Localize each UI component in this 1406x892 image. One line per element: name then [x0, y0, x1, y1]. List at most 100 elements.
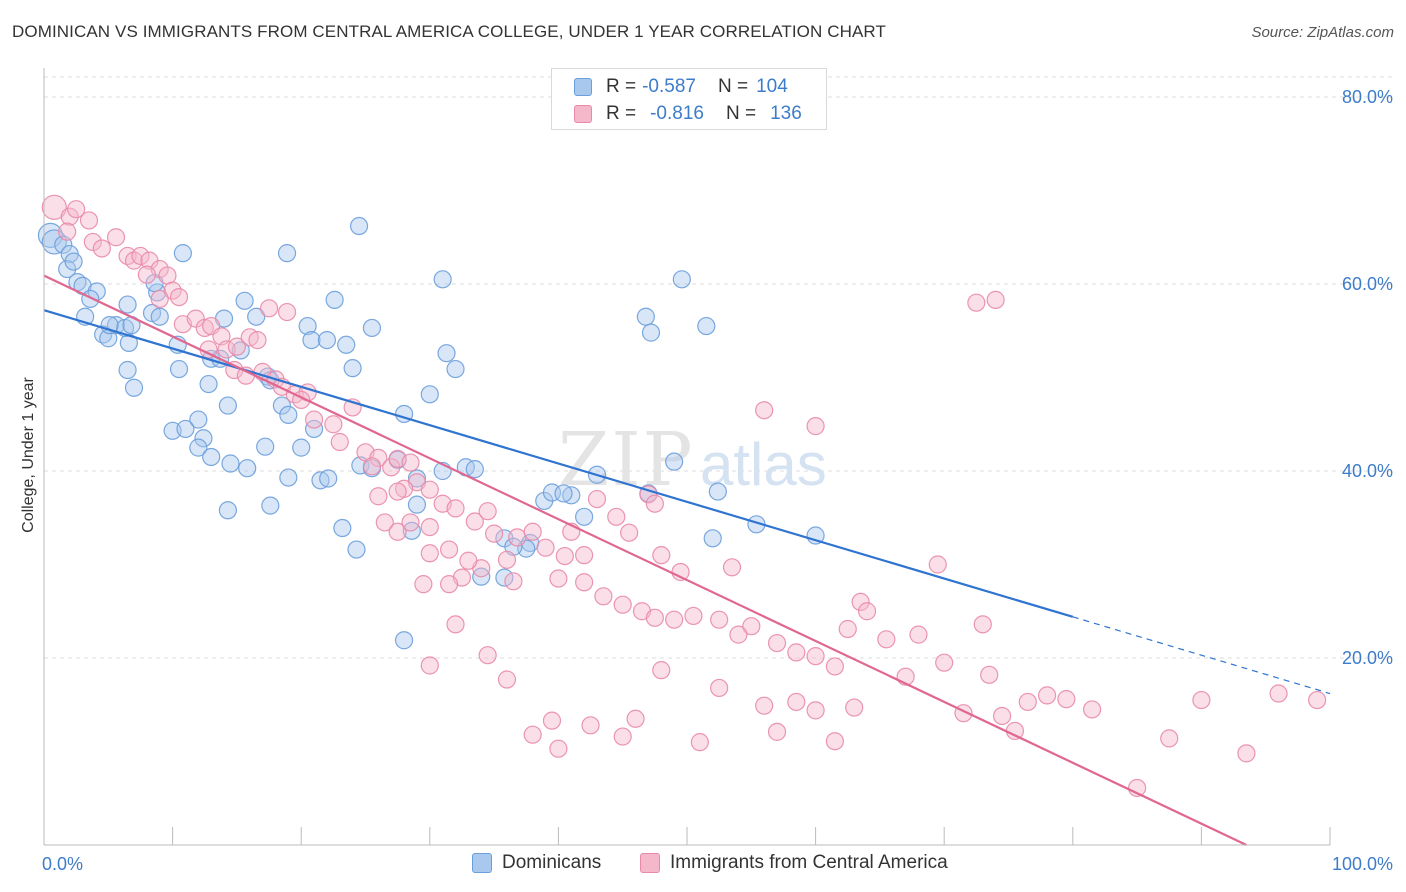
dominicans-point	[256, 437, 275, 456]
central-america-point	[137, 265, 156, 284]
legend-swatch-central-america	[640, 853, 660, 873]
legend-swatch-pink	[574, 105, 592, 123]
central-america-point	[690, 733, 709, 752]
central-america-point	[375, 513, 394, 532]
dominicans-point	[343, 359, 362, 378]
central-america-point	[1037, 686, 1057, 705]
central-america-point	[508, 528, 527, 547]
central-america-point	[928, 555, 947, 574]
stats-legend: R = -0.587 N = 104 R = -0.816 N = 136	[551, 68, 827, 130]
central-america-point	[478, 646, 497, 665]
central-america-point	[60, 207, 79, 226]
watermark-atlas: atlas	[700, 431, 827, 498]
central-america-point	[555, 546, 574, 566]
central-america-point	[414, 575, 433, 594]
dominicans-point	[292, 438, 311, 457]
dominicans-point	[235, 291, 254, 310]
central-america-point	[857, 602, 877, 621]
legend-row-central-america: R = -0.816 N = 136	[574, 102, 802, 126]
dominicans-point	[362, 318, 382, 338]
dominicans-point	[304, 419, 324, 439]
central-america-point	[324, 415, 343, 434]
central-america-point	[992, 706, 1012, 726]
central-america-point	[388, 522, 407, 541]
central-america-point	[980, 665, 999, 684]
dominicans-point	[238, 459, 257, 478]
central-america-point	[1308, 690, 1327, 710]
central-america-point	[248, 331, 267, 350]
central-america-point	[967, 293, 986, 312]
central-america-point	[1018, 692, 1037, 712]
trend-line-dominicans-extension	[1072, 616, 1331, 695]
dominicans-point	[218, 396, 237, 415]
dominicans-point	[420, 385, 439, 404]
legend-row-dominicans: R = -0.587 N = 104	[574, 75, 788, 99]
trend-lines	[43, 274, 1331, 846]
central-america-point	[439, 540, 459, 559]
dominicans-point	[279, 468, 298, 487]
central-america-point	[645, 494, 664, 513]
central-america-point	[755, 401, 774, 420]
central-america-point	[825, 657, 844, 676]
central-america-point	[787, 643, 806, 662]
y-tick-label: 20.0%	[1342, 648, 1393, 668]
dominicans-point	[176, 419, 195, 439]
dominicans-point	[697, 316, 716, 336]
dominicans-point	[319, 469, 338, 488]
dominicans-point	[118, 360, 137, 380]
legend-r-label: R =	[606, 76, 637, 97]
chart-title: DOMINICAN VS IMMIGRANTS FROM CENTRAL AME…	[12, 22, 886, 41]
central-america-point	[1082, 700, 1102, 719]
central-america-point	[767, 722, 787, 741]
central-america-point	[851, 592, 870, 612]
legend-r-value: -0.816	[650, 103, 704, 124]
central-america-point	[465, 512, 484, 531]
dominicans-point	[202, 447, 221, 467]
dominicans-point	[118, 295, 137, 314]
legend-label-central-america: Immigrants from Central America	[670, 852, 948, 873]
x-tick-label: 0.0%	[42, 854, 83, 874]
tick-labels: 20.0% 40.0% 60.0% 80.0% 0.0% 100.0%	[42, 87, 1393, 874]
central-america-point	[613, 727, 632, 746]
central-america-point	[217, 340, 236, 359]
legend-item-central-america: Immigrants from Central America	[640, 852, 948, 874]
central-america-point	[607, 507, 626, 526]
legend-n-label: N =	[717, 76, 749, 97]
central-america-point	[420, 544, 439, 563]
dominicans-point	[641, 323, 661, 342]
central-america-point	[150, 289, 169, 309]
legend-label-dominicans: Dominicans	[502, 852, 602, 873]
central-america-point	[92, 239, 111, 258]
central-america-point	[79, 211, 99, 230]
central-america-point	[439, 575, 459, 594]
dominicans-point	[298, 316, 317, 336]
central-america-point	[83, 232, 102, 252]
central-america-point	[825, 732, 844, 751]
central-america-point	[645, 608, 664, 627]
central-america-point	[388, 482, 407, 501]
central-america-point	[575, 546, 594, 565]
central-america-point	[504, 572, 523, 591]
central-america-point	[420, 517, 439, 537]
y-tick-label: 80.0%	[1342, 87, 1393, 107]
central-america-point	[523, 522, 542, 541]
dominicans-point	[272, 396, 292, 415]
central-america-point	[767, 633, 787, 653]
y-tick-label: 40.0%	[1342, 461, 1393, 481]
central-america-point	[620, 523, 639, 542]
central-america-point	[909, 625, 928, 644]
central-america-point	[581, 716, 600, 735]
central-america-point	[1237, 744, 1256, 763]
central-america-point	[1057, 690, 1076, 709]
trend-line-dominicans	[43, 309, 1074, 618]
dominicans-point	[337, 335, 356, 354]
central-america-point	[1005, 721, 1025, 741]
central-america-point	[652, 546, 671, 565]
dominicans-point	[504, 537, 523, 556]
dominicans-point	[247, 307, 266, 326]
dominicans-point	[124, 378, 144, 397]
central-america-point	[277, 302, 297, 322]
central-america-point	[497, 670, 517, 689]
dominicans-point	[218, 501, 237, 520]
